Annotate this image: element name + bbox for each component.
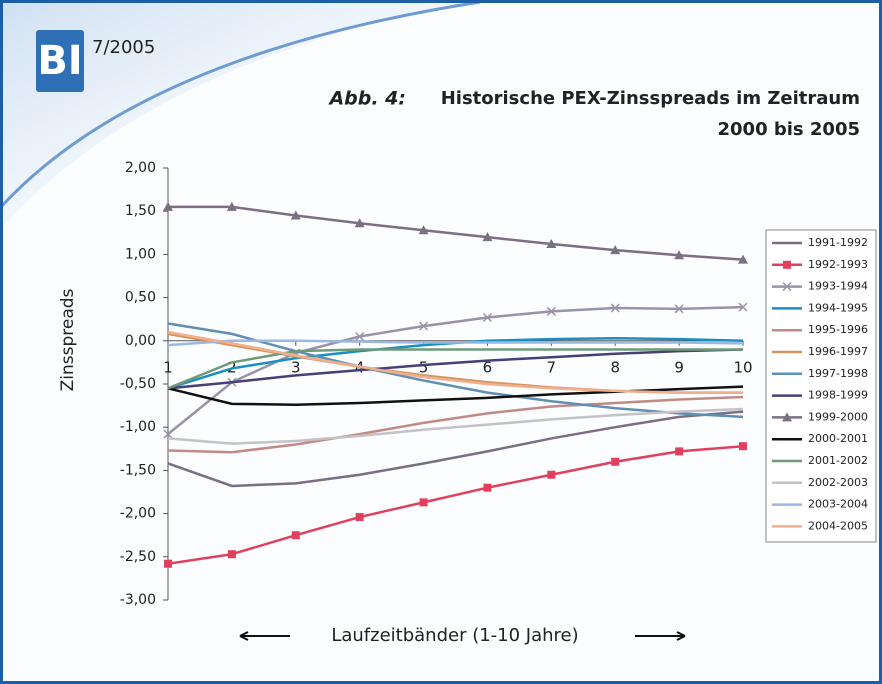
legend-label: 1995-1996: [808, 323, 868, 336]
marker: [163, 429, 173, 439]
y-tick-label: 1,50: [125, 203, 156, 219]
legend-label: 1997-1998: [808, 367, 868, 380]
x-tick-label: 5: [419, 358, 429, 376]
marker: [739, 442, 747, 451]
marker: [483, 483, 492, 492]
legend-label: 1993-1994: [808, 280, 868, 293]
x-tick-label: 9: [674, 358, 684, 376]
series-line: [167, 348, 744, 390]
y-tick-label: 0,00: [125, 333, 156, 349]
marker: [546, 306, 556, 316]
x-tick-label: 8: [610, 358, 620, 376]
series-line: [167, 305, 744, 436]
legend-label: 2003-2004: [808, 498, 868, 511]
chart-title: Historische PEX-Zinsspreads im Zeitraum: [441, 88, 860, 109]
marker: [610, 245, 621, 255]
y-tick-label: -1,50: [120, 462, 156, 478]
marker: [675, 447, 684, 456]
legend-label: 1991-1992: [808, 236, 868, 249]
marker: [355, 331, 365, 342]
y-tick-label: 1,00: [125, 246, 156, 262]
chart-title: 2000 bis 2005: [718, 119, 861, 140]
series-line: [167, 410, 744, 488]
marker: [418, 225, 429, 235]
marker: [419, 321, 429, 331]
series-line: [167, 407, 744, 445]
legend-label: 2000-2001: [808, 432, 868, 445]
legend-label: 2001-2002: [808, 454, 868, 467]
marker: [227, 550, 236, 559]
marker: [419, 498, 428, 507]
series-line: [167, 339, 744, 347]
marker: [226, 201, 237, 211]
marker: [291, 531, 300, 540]
marker: [354, 218, 365, 228]
logo-box: [36, 30, 84, 92]
y-tick-label: -2,00: [120, 506, 156, 522]
marker: [482, 312, 492, 323]
legend-marker: [782, 282, 792, 292]
series-line: [167, 395, 744, 454]
legend-label: 1999-2000: [808, 410, 868, 423]
series-line: [167, 348, 743, 390]
x-tick-label: 10: [733, 358, 752, 376]
y-tick-label: -0,50: [120, 376, 156, 392]
marker: [611, 457, 620, 466]
x-tick-label: 6: [483, 358, 493, 376]
marker: [163, 201, 173, 211]
legend-label: 1996-1997: [808, 345, 868, 358]
y-tick-label: -1,00: [120, 419, 156, 435]
x-tick-label: 7: [547, 358, 557, 376]
x-tick-label: 1: [163, 358, 173, 376]
axis-arrows: [239, 631, 686, 641]
series-line: [168, 205, 744, 261]
legend-label: 2004-2005: [808, 519, 868, 532]
marker: [738, 254, 748, 264]
legend-label: 1998-1999: [808, 389, 868, 402]
legend-marker: [782, 412, 792, 422]
marker: [546, 239, 557, 249]
figure-label: Abb. 4:: [327, 88, 406, 110]
marker: [674, 304, 684, 314]
marker: [547, 470, 556, 479]
corner-swoosh: [0, 0, 480, 230]
marker: [355, 513, 364, 522]
legend-label: 1994-1995: [808, 301, 868, 314]
marker: [674, 250, 685, 260]
series-line: [167, 444, 744, 565]
y-axis-title: Zinsspreads: [58, 288, 78, 391]
y-tick-label: 0,50: [125, 290, 156, 306]
series-line: [167, 322, 744, 419]
x-tick-label: 3: [291, 358, 301, 376]
legend-label: 2002-2003: [808, 476, 868, 489]
marker: [290, 210, 301, 220]
legend-label: 1992-1993: [808, 258, 868, 271]
series-line: [167, 330, 743, 394]
legend-box: [765, 229, 877, 543]
x-axis-title: Laufzeitbänder (1-10 Jahre): [331, 625, 578, 646]
y-tick-label: 2,00: [125, 160, 156, 176]
marker: [738, 302, 748, 312]
marker: [482, 232, 493, 242]
marker: [610, 303, 620, 313]
series-line: [167, 385, 744, 406]
swoosh-line: [0, 0, 481, 210]
y-tick-label: -2,50: [120, 549, 156, 565]
issue: 7/2005: [92, 37, 155, 58]
logo: BI: [37, 38, 82, 84]
y-tick-label: -3,00: [120, 592, 156, 608]
marker: [164, 559, 172, 568]
legend-marker: [783, 260, 791, 269]
